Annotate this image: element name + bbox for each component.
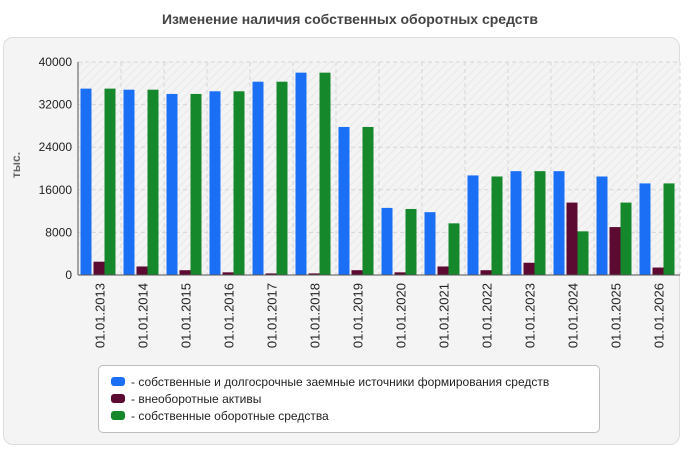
bar — [609, 227, 621, 275]
legend-swatch — [111, 394, 125, 403]
x-tick-label: 01.01.2022 — [480, 283, 495, 348]
bar — [596, 176, 608, 275]
bar — [338, 126, 350, 275]
bar — [233, 91, 245, 275]
bar — [523, 262, 535, 275]
legend-item: - внеоборотные активы — [111, 390, 599, 407]
bar — [381, 207, 393, 275]
bar — [534, 171, 546, 275]
legend: - собственные и долгосрочные заемные ист… — [98, 365, 600, 433]
x-tick-label: 01.01.2020 — [394, 283, 409, 348]
bar — [319, 72, 331, 276]
bar — [295, 72, 307, 276]
y-tick-label: 24000 — [39, 140, 73, 154]
bar — [652, 267, 664, 275]
bar — [566, 202, 578, 275]
legend-label: - собственные и долгосрочные заемные ист… — [131, 374, 550, 389]
bar — [394, 272, 406, 275]
y-tick-label: 16000 — [39, 183, 73, 197]
bar — [80, 88, 92, 275]
bar — [136, 266, 148, 275]
bar — [147, 89, 159, 275]
bar — [209, 91, 221, 275]
bar — [448, 223, 460, 275]
legend-item: - собственные и долгосрочные заемные ист… — [111, 373, 599, 390]
x-tick-label: 01.01.2023 — [523, 283, 538, 348]
y-tick-label: 40000 — [39, 55, 73, 69]
legend-label: - собственные оборотные средства — [131, 408, 329, 423]
bar — [252, 81, 264, 275]
bar — [265, 273, 277, 275]
bar — [222, 272, 234, 275]
x-tick-label: 01.01.2026 — [652, 283, 667, 348]
x-tick-label: 01.01.2018 — [308, 283, 323, 348]
bar — [663, 183, 675, 275]
bar — [166, 93, 178, 275]
bar — [467, 175, 479, 275]
y-tick-label: 8000 — [45, 225, 72, 239]
bar — [424, 212, 436, 275]
x-tick-label: 01.01.2014 — [136, 283, 151, 348]
x-tick-label: 01.01.2015 — [179, 283, 194, 348]
legend-swatch — [111, 411, 125, 420]
legend-item: - собственные оборотные средства — [111, 407, 599, 424]
x-tick-label: 01.01.2025 — [609, 283, 624, 348]
bar — [577, 231, 589, 275]
bar — [405, 208, 417, 275]
bar — [491, 176, 503, 275]
bar — [510, 171, 522, 275]
bar — [123, 89, 135, 275]
bar — [639, 183, 651, 275]
x-tick-label: 01.01.2019 — [351, 283, 366, 348]
bar — [553, 171, 565, 275]
bar — [190, 93, 202, 275]
x-tick-label: 01.01.2024 — [566, 283, 581, 348]
bar — [93, 261, 105, 275]
bar — [104, 88, 116, 275]
legend-swatch — [111, 377, 125, 386]
bar — [620, 202, 632, 275]
bar — [480, 270, 492, 275]
bar — [351, 270, 363, 275]
bar — [362, 126, 374, 275]
legend-label: - внеоборотные активы — [131, 391, 262, 406]
y-tick-label: 0 — [65, 268, 72, 282]
bar — [179, 270, 191, 275]
chart-title: Изменение наличия собственных оборотных … — [161, 11, 539, 27]
x-tick-label: 01.01.2016 — [222, 283, 237, 348]
y-tick-label: 32000 — [39, 98, 73, 112]
bar — [437, 266, 449, 275]
x-tick-label: 01.01.2021 — [437, 283, 452, 348]
y-axis-label: тыс. — [9, 152, 23, 178]
x-tick-label: 01.01.2013 — [93, 283, 108, 348]
bar — [276, 81, 288, 275]
bar — [308, 273, 320, 275]
x-tick-label: 01.01.2017 — [265, 283, 280, 348]
